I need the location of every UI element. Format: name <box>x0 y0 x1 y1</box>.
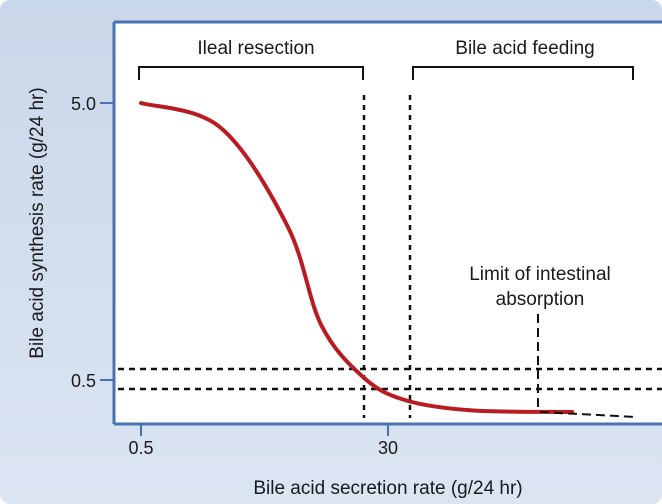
x-tick-label-right: 30 <box>378 438 398 458</box>
bile-acid-feeding-label: Bile acid feeding <box>455 38 594 59</box>
y-tick-label-top: 5.0 <box>71 94 96 114</box>
y-tick-label-bottom: 0.5 <box>71 371 96 391</box>
bile-acid-feeding-bracket <box>412 66 634 80</box>
series-layer <box>139 101 575 414</box>
plot-area <box>114 22 662 424</box>
limit-annotation-line1: Limit of intestinal <box>469 264 611 285</box>
curve-extrapolation-dash <box>539 411 637 418</box>
limit-annotation-line2: absorption <box>496 289 585 310</box>
synthesis-curve-line-0 <box>139 101 575 414</box>
x-axis-label: Bile acid secretion rate (g/24 hr) <box>253 478 522 499</box>
x-tick-label-left: 0.5 <box>128 438 153 458</box>
y-axis-label: Bile acid synthesis rate (g/24 hr) <box>27 87 48 358</box>
ileal-resection-label: Ileal resection <box>197 38 314 59</box>
ileal-resection-bracket <box>138 66 364 80</box>
